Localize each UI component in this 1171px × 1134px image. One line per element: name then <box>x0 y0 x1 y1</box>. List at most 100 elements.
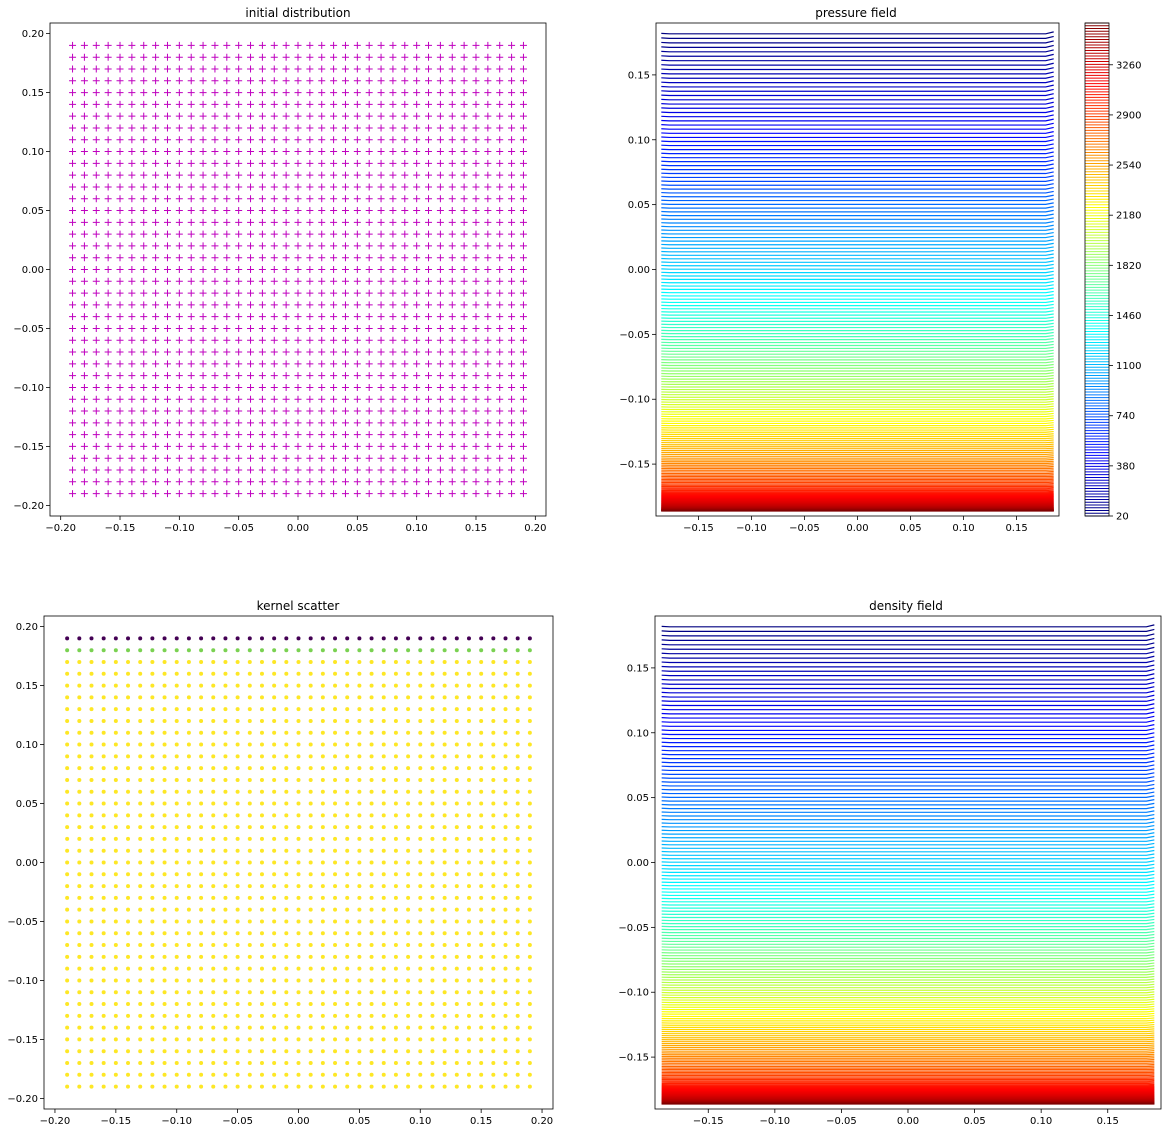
dot-marker <box>199 825 204 830</box>
plus-marker <box>69 383 77 391</box>
plus-marker <box>318 112 326 120</box>
plus-marker <box>282 289 290 297</box>
plus-marker <box>116 348 124 356</box>
plus-marker <box>116 490 124 498</box>
dot-marker <box>89 754 94 759</box>
plus-marker <box>365 431 373 439</box>
dot-marker <box>369 966 374 971</box>
plus-marker <box>353 136 361 144</box>
colorbar-tick-label: 740 <box>1116 411 1135 422</box>
plus-marker <box>353 100 361 108</box>
y-tick-label: 0.05 <box>22 206 44 217</box>
contour-line <box>661 668 1155 672</box>
plus-marker <box>69 277 77 285</box>
plus-marker <box>282 336 290 344</box>
plus-marker <box>508 195 516 203</box>
dot-marker <box>65 990 70 995</box>
dot-marker <box>272 754 277 759</box>
plus-marker <box>163 195 171 203</box>
dot-marker <box>211 1049 216 1054</box>
contour-line <box>661 646 1155 650</box>
dot-marker <box>235 1037 240 1042</box>
dot-marker <box>430 801 435 806</box>
dot-marker <box>430 872 435 877</box>
contour-line <box>661 408 1054 411</box>
dot-marker <box>126 648 131 653</box>
plus-marker <box>270 195 278 203</box>
dot-marker <box>65 1061 70 1066</box>
dot-marker <box>138 1002 143 1007</box>
plus-marker <box>235 348 243 356</box>
contour-line <box>661 1036 1155 1039</box>
dot-marker <box>126 931 131 936</box>
dot-marker <box>223 1072 228 1077</box>
plus-marker <box>341 383 349 391</box>
plus-marker <box>187 100 195 108</box>
plus-marker <box>235 100 243 108</box>
plus-marker <box>377 289 385 297</box>
dot-marker <box>503 943 508 948</box>
dot-marker <box>126 636 131 641</box>
plus-marker <box>270 372 278 380</box>
dot-marker <box>186 1061 191 1066</box>
plus-marker <box>69 348 77 356</box>
plus-marker <box>401 112 409 120</box>
contour-line <box>661 358 1054 361</box>
plus-marker <box>199 41 207 49</box>
dot-marker <box>345 825 350 830</box>
dot-marker <box>186 636 191 641</box>
plus-marker <box>389 313 397 321</box>
plus-marker <box>448 360 456 368</box>
dot-marker <box>418 801 423 806</box>
contour-line <box>661 337 1054 341</box>
dot-marker <box>515 813 520 818</box>
plus-marker <box>163 383 171 391</box>
contour-line <box>661 400 1054 403</box>
plus-marker <box>270 89 278 97</box>
plus-marker <box>69 478 77 486</box>
plus-marker <box>484 289 492 297</box>
plus-marker <box>175 65 183 73</box>
plus-marker <box>163 136 171 144</box>
dot-marker <box>162 1084 167 1089</box>
contour-line <box>661 297 1054 300</box>
dot-marker <box>308 1013 313 1018</box>
dot-marker <box>406 884 411 889</box>
plus-marker <box>223 431 231 439</box>
plus-marker <box>389 183 397 191</box>
plus-marker <box>472 112 480 120</box>
plus-marker <box>152 230 160 238</box>
plus-marker <box>306 360 314 368</box>
plus-marker <box>92 89 100 97</box>
plus-marker <box>448 442 456 450</box>
x-tick-label: 0.15 <box>465 523 487 534</box>
dot-marker <box>527 1025 532 1030</box>
plus-marker <box>92 136 100 144</box>
plus-marker <box>152 454 160 462</box>
dot-marker <box>393 789 398 794</box>
dot-marker <box>491 848 496 853</box>
dot-marker <box>503 1072 508 1077</box>
plus-marker <box>235 124 243 132</box>
dot-marker <box>333 931 338 936</box>
plus-marker <box>389 478 397 486</box>
dot-marker <box>454 683 459 688</box>
contour-line <box>661 449 1054 452</box>
plus-marker <box>187 266 195 273</box>
dot-marker <box>65 895 70 900</box>
dot-marker <box>491 813 496 818</box>
dot-marker <box>296 966 301 971</box>
plus-marker <box>484 348 492 356</box>
plus-marker <box>425 124 433 132</box>
dot-marker <box>272 789 277 794</box>
plus-marker <box>353 53 361 61</box>
plus-marker <box>377 277 385 285</box>
plus-marker <box>519 77 527 85</box>
contour-line <box>661 664 1155 668</box>
dot-marker <box>406 966 411 971</box>
plus-marker <box>69 372 77 380</box>
plus-marker <box>519 324 527 332</box>
plus-marker <box>425 490 433 498</box>
plus-marker <box>448 466 456 474</box>
dot-marker <box>113 919 118 924</box>
